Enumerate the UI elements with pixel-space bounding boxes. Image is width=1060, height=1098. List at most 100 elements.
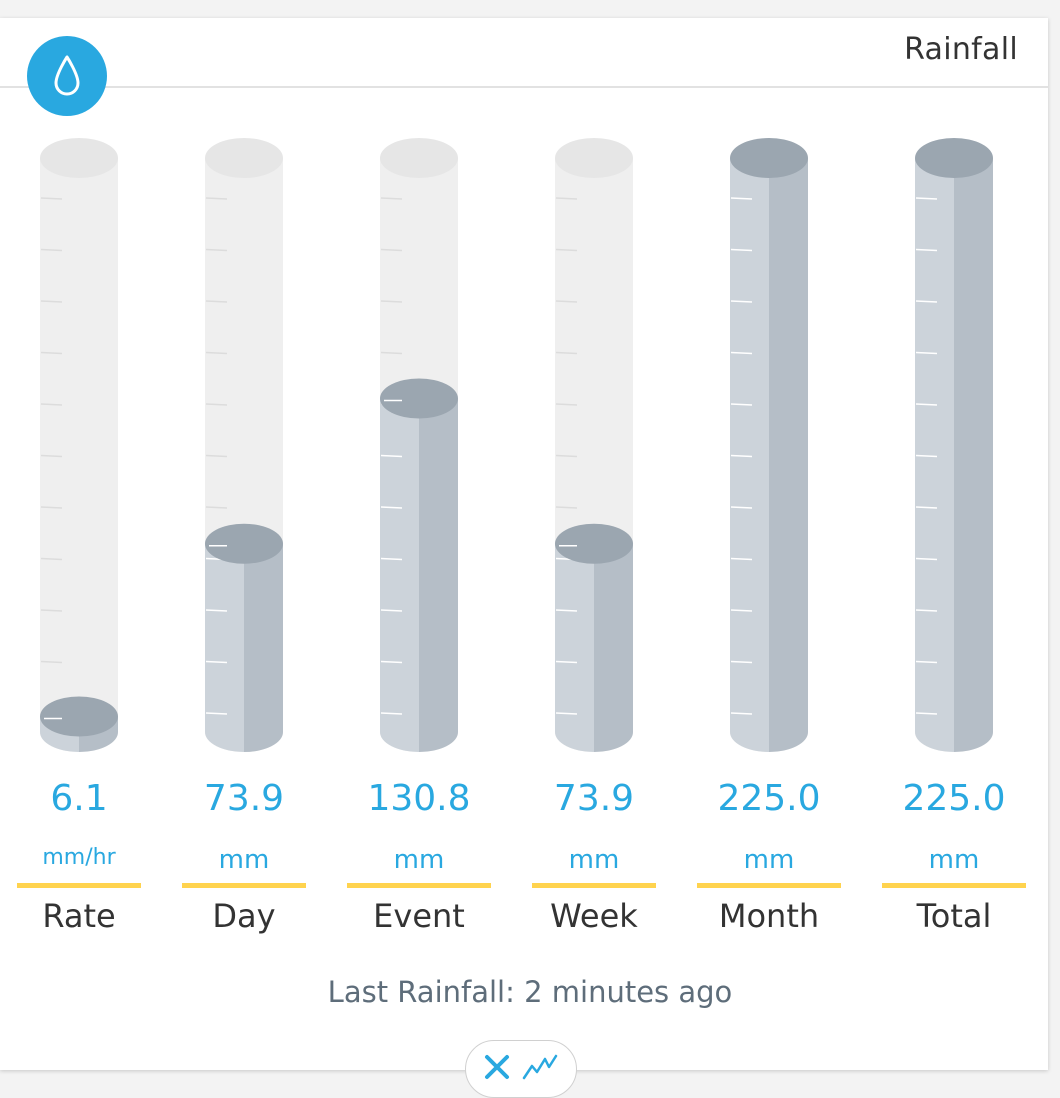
tick-mark xyxy=(555,506,578,509)
tick-mark xyxy=(730,454,753,458)
last-rainfall-text: Last Rainfall: 2 minutes ago xyxy=(327,975,733,1009)
event-label: Event xyxy=(373,897,465,935)
month-label: Month xyxy=(718,897,820,935)
close-icon[interactable] xyxy=(484,1054,510,1084)
tick-mark xyxy=(555,197,578,200)
fill-right xyxy=(419,398,458,732)
tick-mark xyxy=(915,351,938,355)
tick-mark xyxy=(380,248,403,252)
tick-mark xyxy=(555,351,578,355)
tick-mark xyxy=(205,351,228,355)
tick-mark xyxy=(380,454,403,458)
tick-mark xyxy=(380,660,403,664)
gauge-day xyxy=(205,138,283,752)
fill-base-left xyxy=(555,732,594,752)
fill-base-left xyxy=(205,732,244,752)
tube-top xyxy=(205,138,283,178)
total-label: Total xyxy=(916,897,992,935)
fill-right xyxy=(954,158,993,732)
week-underline xyxy=(532,883,656,888)
tick-mark xyxy=(730,609,753,612)
day-unit: mm xyxy=(218,845,270,875)
tick-mark xyxy=(730,351,753,355)
tick-mark xyxy=(40,609,63,612)
tick-mark xyxy=(380,197,403,200)
total-unit: mm xyxy=(928,845,980,875)
tick-mark xyxy=(730,557,753,561)
week-unit: mm xyxy=(568,845,620,875)
tick-mark xyxy=(915,300,938,303)
water-drop-icon xyxy=(27,36,107,116)
fill-surface xyxy=(205,523,283,564)
tick-mark xyxy=(205,300,228,303)
tube-body xyxy=(40,158,118,732)
tick-mark xyxy=(915,454,938,458)
fill-left xyxy=(730,158,769,732)
fill-base-right xyxy=(419,732,458,752)
fill-base-right xyxy=(79,732,118,752)
tick-mark xyxy=(915,712,938,715)
tube-top xyxy=(380,138,458,178)
fill-base-left xyxy=(730,732,769,752)
rate-label: Rate xyxy=(42,897,116,935)
gauge-month xyxy=(730,138,808,752)
line-chart-icon[interactable] xyxy=(522,1054,558,1084)
tick-mark xyxy=(40,351,63,355)
fill-surface xyxy=(380,378,458,419)
fill-right xyxy=(244,543,283,732)
tick-mark xyxy=(730,506,753,509)
fill-surface xyxy=(555,523,633,564)
header-divider xyxy=(0,86,1048,88)
fill-right xyxy=(594,543,633,732)
day-label: Day xyxy=(212,897,276,935)
tick-mark xyxy=(730,248,753,252)
tick-mark xyxy=(915,197,938,200)
tick-mark xyxy=(40,248,63,252)
fill-base-left xyxy=(380,732,419,752)
tick-mark xyxy=(380,609,403,612)
widget-title: Rainfall xyxy=(904,32,1018,67)
fill-base-right xyxy=(954,732,993,752)
tick-mark xyxy=(205,506,228,509)
day-underline xyxy=(182,883,306,888)
fill-base-right xyxy=(769,732,808,752)
month-underline xyxy=(697,883,841,888)
week-label: Week xyxy=(550,897,638,935)
fill-base-left xyxy=(915,732,954,752)
fill-surface xyxy=(730,138,808,178)
fill-base-right xyxy=(594,732,633,752)
tick-mark xyxy=(730,712,753,715)
tick-mark xyxy=(205,609,228,612)
tick-mark xyxy=(40,506,63,509)
tick-mark xyxy=(205,454,228,458)
tick-mark xyxy=(730,403,753,406)
gauge-total xyxy=(915,138,993,752)
tick-mark xyxy=(380,351,403,355)
tick-mark xyxy=(205,197,228,200)
fill-left xyxy=(915,158,954,732)
rate-value: 6.1 xyxy=(50,778,108,819)
tick-mark xyxy=(555,454,578,458)
tick-mark xyxy=(40,454,63,458)
tick-mark xyxy=(555,300,578,303)
chart-toggle[interactable] xyxy=(465,1040,577,1098)
fill-left xyxy=(205,543,244,732)
month-unit: mm xyxy=(743,845,795,875)
fill-base-left xyxy=(40,732,79,752)
tick-mark xyxy=(380,712,403,715)
tick-mark xyxy=(205,712,228,715)
fill-surface xyxy=(915,138,993,178)
tick-mark xyxy=(205,660,228,664)
tick-mark xyxy=(555,248,578,252)
month-value: 225.0 xyxy=(717,778,821,819)
tick-mark xyxy=(555,660,578,664)
event-underline xyxy=(347,883,491,888)
event-unit: mm xyxy=(393,845,445,875)
total-value: 225.0 xyxy=(902,778,1006,819)
total-underline xyxy=(882,883,1026,888)
tick-mark xyxy=(730,300,753,303)
tick-mark xyxy=(915,557,938,561)
tick-mark xyxy=(555,403,578,406)
tube-top xyxy=(555,138,633,178)
